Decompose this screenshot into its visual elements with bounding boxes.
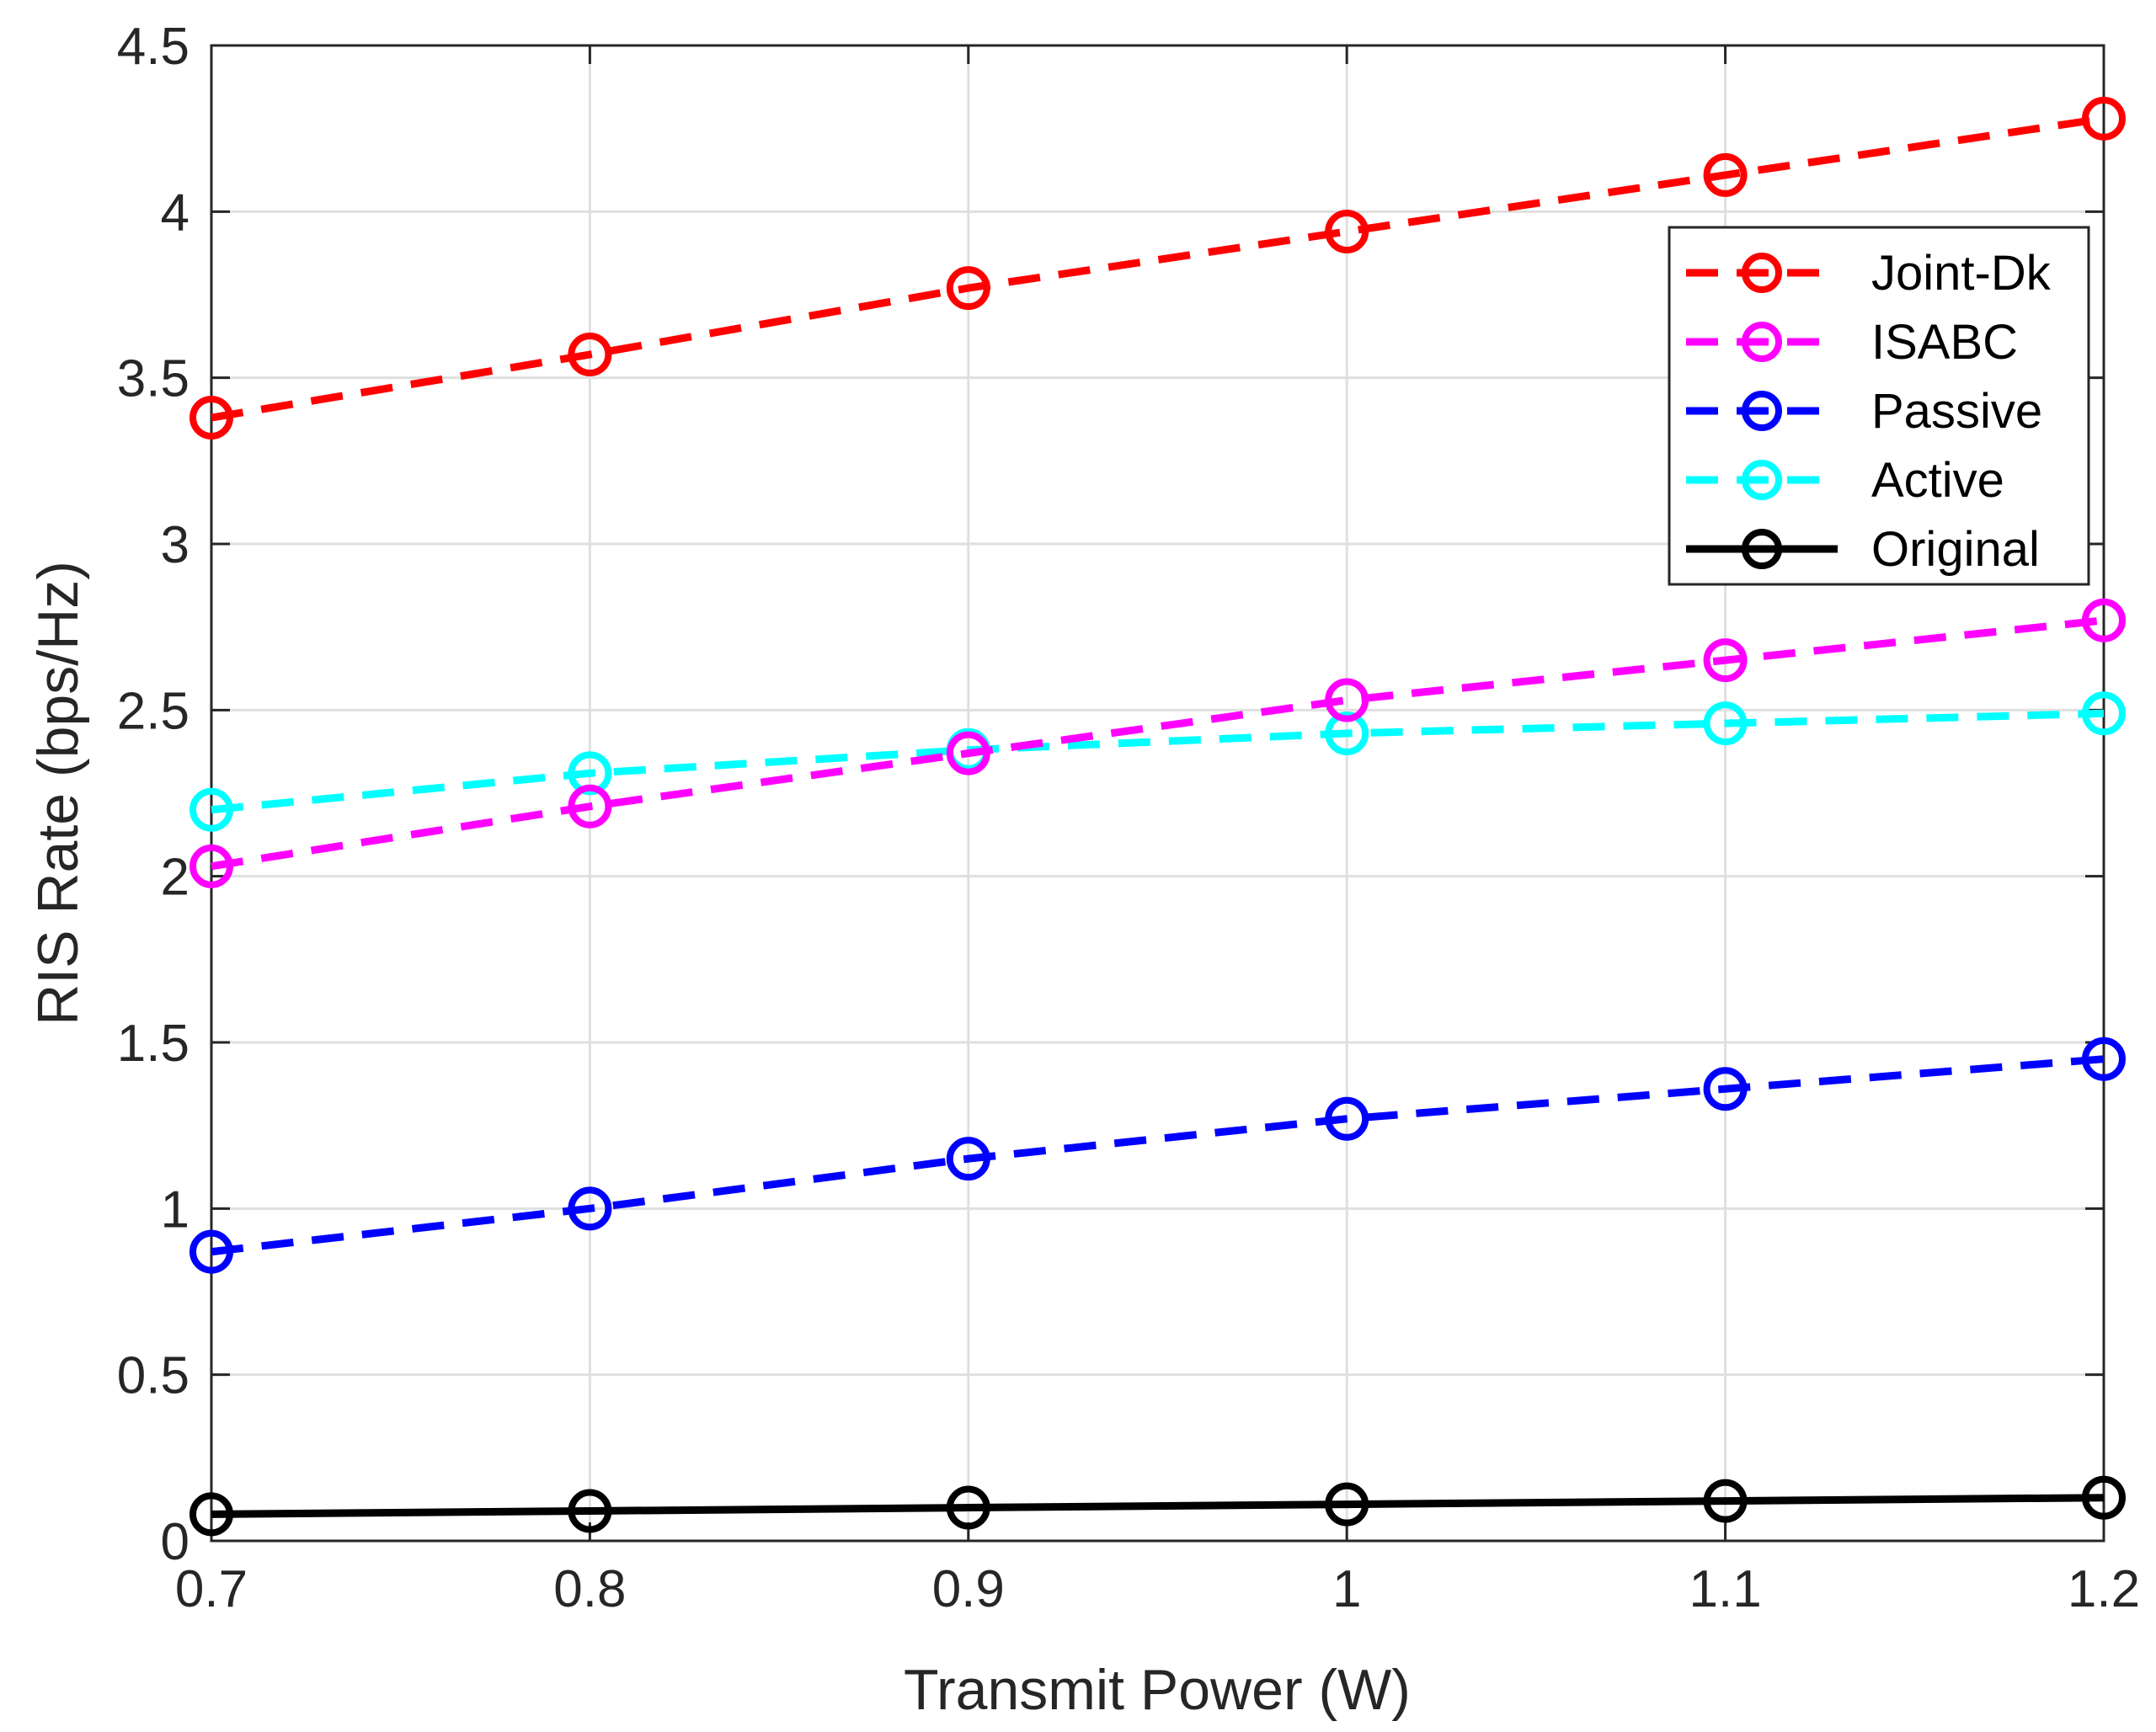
legend-box (1668, 226, 2090, 586)
data-point-joint-dk (1703, 152, 1748, 197)
data-point-original (2082, 1475, 2126, 1520)
y-tick-label: 3 (161, 516, 189, 574)
data-point-original (946, 1485, 990, 1530)
data-point-original (1703, 1479, 1748, 1523)
y-tick-label: 0.5 (117, 1347, 189, 1405)
series-active (189, 691, 2126, 832)
data-point-active (2082, 691, 2126, 736)
legend-entry-active: Active (1686, 453, 2004, 508)
data-point-active (1703, 701, 1748, 746)
data-point-passive (1325, 1096, 1369, 1141)
series-line-passive (211, 1055, 2105, 1256)
y-tick-label: 4 (161, 184, 189, 242)
legend-label: Original (1871, 522, 2040, 577)
x-tick-label: 0.9 (932, 1560, 1005, 1618)
legend-entry-joint-dk: Joint-Dk (1686, 246, 2052, 301)
y-tick-label: 2.5 (117, 682, 189, 740)
legend-label: ISABC (1871, 315, 2018, 370)
legend: Joint-Dk ISABC Passive Active Original (1668, 226, 2090, 586)
legend-entry-passive: Passive (1686, 384, 2042, 439)
data-point-isabc (568, 784, 612, 829)
data-point-joint-dk (946, 266, 990, 311)
data-point-isabc (2082, 598, 2126, 642)
data-point-joint-dk (1325, 210, 1369, 254)
data-point-passive (2082, 1037, 2126, 1081)
x-tick-label: 0.7 (175, 1560, 248, 1618)
series-line-isabc (211, 616, 2105, 871)
series-joint-dk (189, 96, 2126, 440)
data-point-passive (568, 1186, 612, 1231)
legend-label: Passive (1871, 384, 2042, 439)
y-tick-label: 0 (161, 1513, 189, 1571)
data-point-active (189, 787, 233, 832)
data-point-passive (946, 1137, 990, 1181)
x-tick-label: 1 (1332, 1560, 1361, 1618)
data-point-original (189, 1492, 233, 1537)
data-point-original (568, 1489, 612, 1533)
legend-swatch-marker (1742, 460, 1782, 500)
y-tick-label: 4.5 (117, 18, 189, 76)
data-point-joint-dk (189, 396, 233, 440)
legend-swatch-marker (1742, 322, 1782, 362)
data-point-active (1325, 711, 1369, 755)
data-point-joint-dk (568, 333, 612, 377)
series (189, 96, 2126, 1537)
data-point-isabc (1325, 678, 1369, 722)
y-tick-label: 2 (161, 849, 189, 907)
axes: 0.7 0.8 0.9 1 1.1 1.2 0 0.5 1 1.5 2 2.5 3 3.5 4 4.5 (117, 18, 2140, 1618)
data-point-isabc (189, 844, 233, 888)
series-original (189, 1475, 2126, 1537)
series-line-original (211, 1494, 2105, 1518)
x-tick-label: 0.8 (553, 1560, 626, 1618)
legend-label: Active (1871, 453, 2004, 508)
x-tick-label: 1.1 (1689, 1560, 1761, 1618)
x-tick-label: 1.2 (2068, 1560, 2140, 1618)
data-point-active (568, 751, 612, 796)
series-passive (189, 1037, 2126, 1274)
legend-entry-original: Original (1686, 522, 2040, 577)
data-point-isabc (946, 731, 990, 775)
legend-swatch-marker (1742, 253, 1782, 293)
series-isabc (189, 598, 2126, 888)
y-tick-label: 1 (161, 1180, 189, 1239)
data-point-passive (1703, 1067, 1748, 1111)
legend-swatch-marker (1742, 529, 1782, 569)
x-axis-label: Transmit Power (W) (904, 1658, 1411, 1722)
y-axis-label: RIS Rate (bps/Hz) (26, 561, 90, 1026)
data-point-passive (189, 1229, 233, 1274)
legend-label: Joint-Dk (1871, 246, 2052, 301)
axis-labels: Transmit Power (W) RIS Rate (bps/Hz) (26, 561, 1411, 1722)
data-point-joint-dk (2082, 96, 2126, 141)
series-line-active (211, 709, 2105, 814)
legend-entry-isabc: ISABC (1686, 315, 2018, 370)
data-point-original (1325, 1482, 1369, 1527)
series-line-joint-dk (211, 115, 2105, 422)
data-point-isabc (1703, 638, 1748, 683)
y-tick-label: 3.5 (117, 350, 189, 408)
y-tick-label: 1.5 (117, 1015, 189, 1073)
legend-swatch-marker (1742, 391, 1782, 431)
